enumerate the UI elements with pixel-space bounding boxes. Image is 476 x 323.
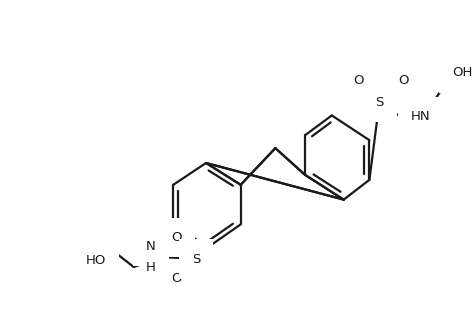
Text: OH: OH <box>453 66 473 79</box>
Text: H: H <box>146 261 156 274</box>
Text: O: O <box>353 74 364 87</box>
Text: HO: HO <box>86 254 106 267</box>
Text: N: N <box>146 240 156 253</box>
Text: O: O <box>171 272 181 285</box>
Text: S: S <box>375 96 384 109</box>
Text: S: S <box>192 253 200 266</box>
Text: O: O <box>171 231 181 244</box>
Text: HN: HN <box>411 110 431 123</box>
Text: O: O <box>398 74 408 87</box>
